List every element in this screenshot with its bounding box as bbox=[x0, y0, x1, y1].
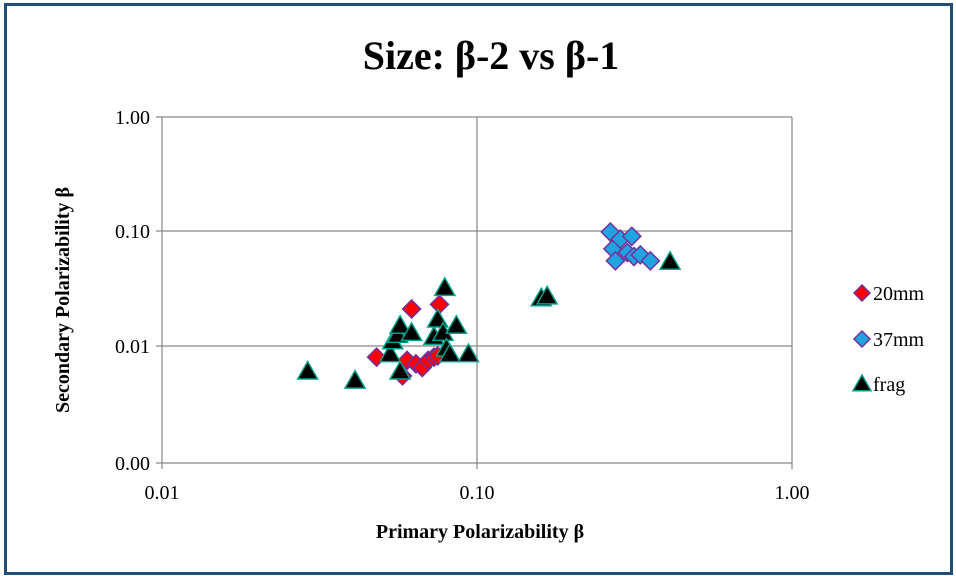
point-frag bbox=[388, 360, 412, 380]
point-frag bbox=[457, 342, 480, 363]
axes bbox=[156, 116, 793, 469]
point-frag bbox=[400, 321, 423, 342]
point-20mm bbox=[429, 294, 450, 315]
point-37mm bbox=[621, 226, 642, 247]
x-tick-label: 1.00 bbox=[775, 482, 810, 504]
chart-title: Size: β-2 vs β-1 bbox=[363, 33, 620, 78]
y-tick-label: 0.01 bbox=[115, 336, 150, 358]
y-tick-label: 0.00 bbox=[115, 453, 150, 475]
point-20mm bbox=[401, 298, 422, 320]
legend-label-20mm: 20mm bbox=[873, 283, 925, 305]
point-frag bbox=[433, 276, 457, 297]
x-tick-label: 0.10 bbox=[460, 482, 495, 504]
chart-frame: Size: β-2 vs β-1 0.00 0.01 0.10 1.00 0.01 0.1… bbox=[4, 3, 953, 575]
point-frag bbox=[343, 369, 367, 389]
data-points bbox=[296, 221, 682, 389]
point-37mm bbox=[640, 250, 661, 271]
legend-label-37mm: 37mm bbox=[873, 329, 925, 351]
y-axis-label: Secondary Polarizability β bbox=[52, 187, 74, 413]
point-37mm bbox=[605, 250, 626, 271]
point-frag bbox=[535, 284, 559, 305]
y-tick-label: 0.10 bbox=[115, 221, 150, 243]
point-frag bbox=[658, 250, 682, 271]
point-frag bbox=[438, 342, 462, 363]
point-frag bbox=[296, 360, 319, 380]
point-frag bbox=[445, 314, 468, 334]
legend-marker-37mm bbox=[852, 329, 872, 349]
legend-label-frag: frag bbox=[873, 374, 905, 396]
legend: 20mm 37mm frag bbox=[851, 283, 925, 396]
point-frag bbox=[388, 314, 412, 334]
y-tick-label: 1.00 bbox=[115, 107, 150, 129]
legend-marker-frag bbox=[851, 373, 873, 392]
tick-labels: 0.00 0.01 0.10 1.00 0.01 0.10 1.00 bbox=[115, 107, 810, 504]
scatter-chart: Size: β-2 vs β-1 0.00 0.01 0.10 1.00 0.01 0.1… bbox=[52, 33, 925, 543]
point-frag bbox=[378, 342, 402, 363]
x-tick-label: 0.01 bbox=[145, 482, 180, 504]
x-axis-label: Primary Polarizability β bbox=[376, 521, 584, 543]
legend-marker-20mm bbox=[852, 283, 872, 303]
point-37mm bbox=[630, 244, 651, 265]
grid-lines bbox=[162, 116, 793, 463]
